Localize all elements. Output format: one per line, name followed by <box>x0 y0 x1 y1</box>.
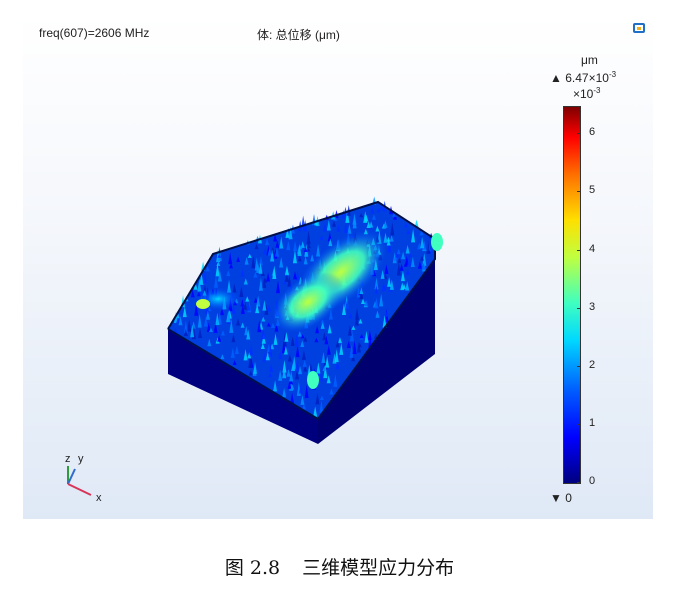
colorbar-tick-mark <box>577 133 581 135</box>
colorbar-tick-mark <box>577 191 581 193</box>
plot-panel: z y x freq(607)=2606 MHz 体: 总位移 (μm) μm … <box>23 14 653 519</box>
model-3d-view: z y x <box>65 196 443 504</box>
colorbar-tick-1: 1 <box>589 416 596 429</box>
colorbar-tick-0: 0 <box>589 475 596 487</box>
caption-number: 图 2.8 <box>224 557 281 579</box>
colorbar-unit: μm <box>581 53 598 67</box>
hot-spot-left <box>196 299 210 309</box>
colorbar-max-value: 6.47×10 <box>565 71 609 85</box>
colorbar-min-value: 0 <box>565 491 572 505</box>
colorbar-tick-mark <box>577 365 581 367</box>
model-front-face <box>168 329 318 444</box>
hot-spot-corner <box>431 233 443 251</box>
colorbar-tick-5: 5 <box>589 184 596 197</box>
model-side-face <box>318 259 435 444</box>
axis-y-label: y <box>78 453 84 465</box>
caption-text: 三维模型应力分布 <box>302 557 455 579</box>
colorbar-exponent: ×10-3 <box>573 86 601 102</box>
camera-view-icon[interactable] <box>632 22 646 34</box>
colorbar-tick-6: 6 <box>589 126 596 139</box>
colorbar-tick-2: 2 <box>589 358 596 371</box>
hot-region-center <box>272 271 344 333</box>
colorbar <box>563 106 581 484</box>
axis-z-label: z <box>65 453 71 465</box>
colorbar-max: ▲ 6.47×10-3 <box>550 70 617 86</box>
colorbar-tick-mark <box>577 423 581 425</box>
colorbar-max-exp: -3 <box>608 70 617 79</box>
colorbar-tick-3: 3 <box>589 300 596 313</box>
colorbar-tick-mark <box>577 249 581 251</box>
colorbar-exp-value: -3 <box>593 86 601 95</box>
figure-caption: 图 2.8 三维模型应力分布 <box>0 553 679 580</box>
colorbar-exp-prefix: ×10 <box>573 87 594 101</box>
colorbar-tick-4: 4 <box>589 242 596 255</box>
plot-title: 体: 总位移 (μm) <box>257 28 340 42</box>
colorbar-tick-mark <box>577 307 581 309</box>
hot-spot-front <box>307 371 319 389</box>
frequency-label: freq(607)=2606 MHz <box>39 26 150 40</box>
colorbar-tick-mark <box>577 482 581 483</box>
colorbar-min: ▼ 0 <box>550 491 572 505</box>
axis-triad: z y x <box>65 453 102 504</box>
axis-x-label: x <box>96 492 102 504</box>
